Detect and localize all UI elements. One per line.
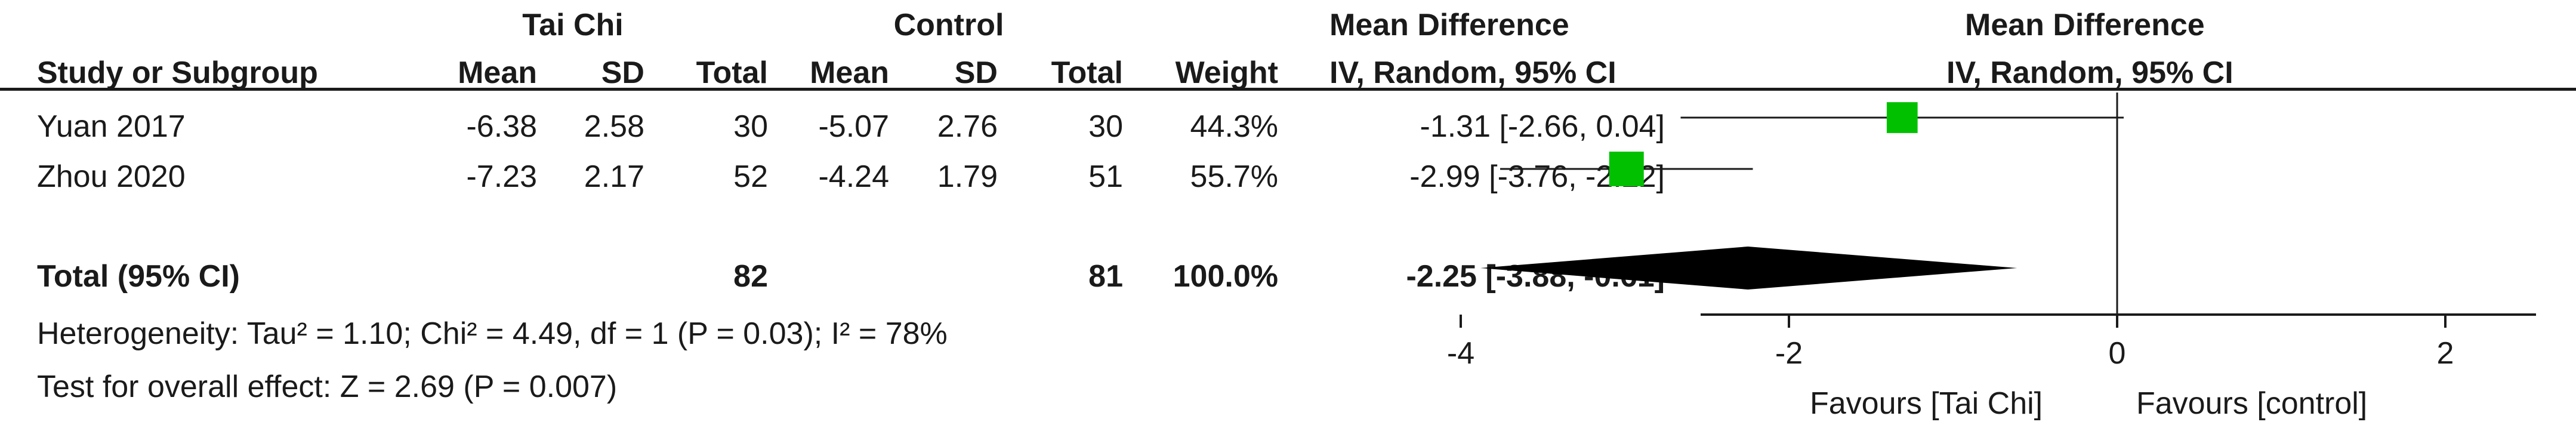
study-name: Yuan 2017	[37, 109, 186, 144]
weight: 55.7%	[1190, 159, 1278, 194]
mean-1: -6.38	[466, 109, 537, 144]
col-study: Study or Subgroup	[37, 56, 318, 90]
col-mean-1: Mean	[458, 56, 537, 90]
sd-1: 2.58	[584, 109, 644, 144]
x-tick-label: -2	[1775, 336, 1803, 371]
overall-effect-text: Test for overall effect: Z = 2.69 (P = 0…	[37, 370, 618, 404]
sd-2: 1.79	[937, 159, 998, 194]
mean-1: -7.23	[466, 159, 537, 194]
total-weight: 100.0%	[1173, 259, 1278, 294]
col-mean-2: Mean	[810, 56, 889, 90]
total-2: 81	[1088, 259, 1123, 294]
study-name: Zhou 2020	[37, 159, 186, 194]
favours-left-label: Favours [Tai Chi]	[1810, 386, 2043, 421]
heterogeneity-text: Heterogeneity: Tau² = 1.10; Chi² = 4.49,…	[37, 316, 948, 351]
group-header-control: Control	[893, 8, 1004, 42]
study-point-marker	[1609, 152, 1644, 186]
sd-1: 2.17	[584, 159, 644, 194]
group-header-tai-chi: Tai Chi	[522, 8, 624, 42]
x-tick-label: 2	[2437, 336, 2454, 371]
total-1: 30	[733, 109, 768, 144]
plot-header-title: Mean Difference	[1965, 8, 2205, 42]
pooled-diamond	[1480, 247, 2017, 290]
total-1: 52	[733, 159, 768, 194]
x-tick-label: 0	[2109, 336, 2126, 371]
favours-right-label: Favours [control]	[2136, 386, 2368, 421]
col-weight: Weight	[1175, 56, 1278, 90]
x-tick-label: -4	[1447, 336, 1474, 371]
sd-2: 2.76	[937, 109, 998, 144]
total-1: 82	[733, 259, 768, 294]
plot-header-method: IV, Random, 95% CI	[1946, 56, 2233, 90]
mean-2: -5.07	[818, 109, 889, 144]
col-sd-1: SD	[601, 56, 644, 90]
col-sd-2: SD	[954, 56, 998, 90]
md-header-title: Mean Difference	[1329, 8, 1569, 42]
md-header-method: IV, Random, 95% CI	[1329, 56, 1616, 90]
header-rule	[0, 88, 2576, 91]
weight: 44.3%	[1190, 109, 1278, 144]
col-total-1: Total	[696, 56, 768, 90]
study-point-marker	[1886, 102, 1918, 133]
total-label: Total (95% CI)	[37, 259, 240, 294]
total-2: 30	[1088, 109, 1123, 144]
col-total-2: Total	[1051, 56, 1123, 90]
mean-2: -4.24	[818, 159, 889, 194]
total-2: 51	[1088, 159, 1123, 194]
ci-text: -1.31 [-2.66, 0.04]	[1420, 109, 1665, 144]
